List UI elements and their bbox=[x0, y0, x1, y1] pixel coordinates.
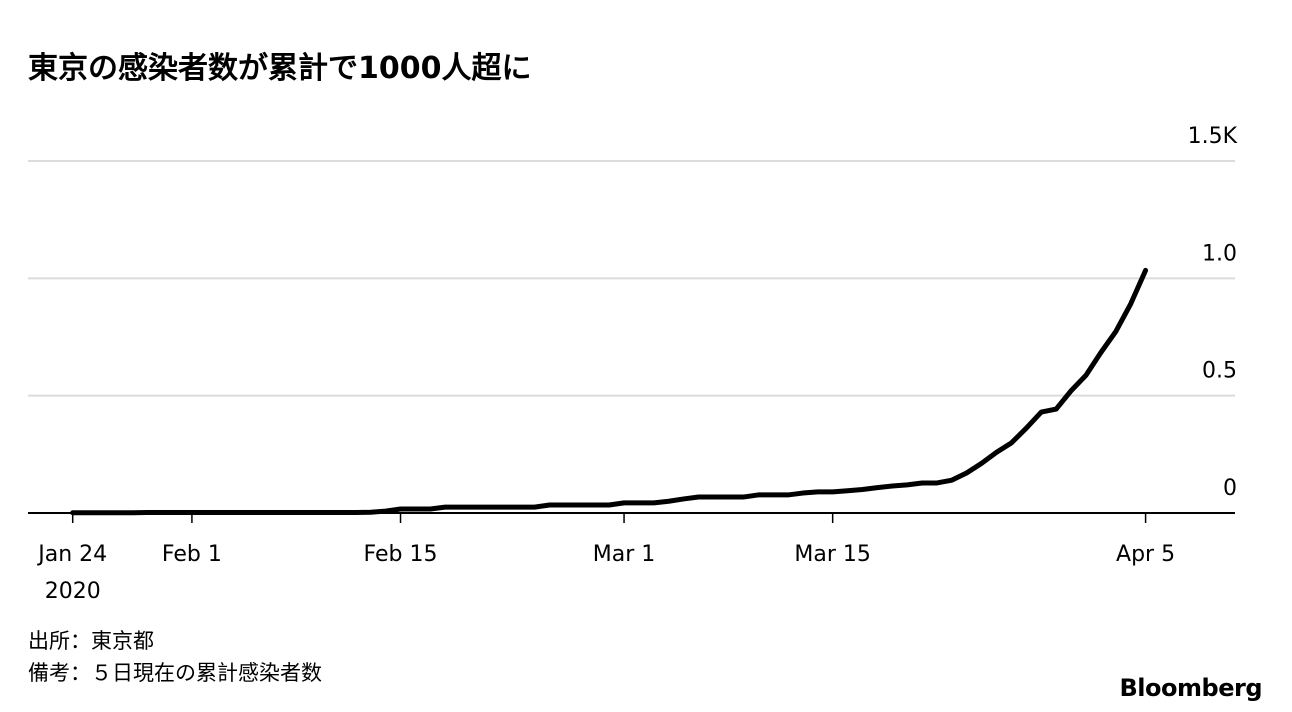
y-tick-label: 0.5 bbox=[1202, 359, 1237, 384]
y-tick-label: 1.5K bbox=[1188, 124, 1238, 149]
x-tick-label: Mar 15 bbox=[794, 542, 871, 567]
y-tick-label: 1.0 bbox=[1202, 241, 1237, 266]
x-tick-label: Feb 1 bbox=[162, 542, 222, 567]
x-year-label: 2020 bbox=[45, 579, 101, 604]
brand: Bloomberg bbox=[1120, 674, 1262, 702]
x-tick-label: Feb 15 bbox=[364, 542, 438, 567]
chart-title: 東京の感染者数が累計で1000人超に bbox=[28, 51, 532, 86]
line bbox=[70, 267, 1149, 516]
source: 出所：東京都 bbox=[28, 629, 154, 653]
x-tick-label: Jan 24 bbox=[36, 542, 107, 567]
x-tick-label: Mar 1 bbox=[593, 542, 656, 567]
x-tick-label: Apr 5 bbox=[1116, 542, 1175, 567]
y-tick-label: 0 bbox=[1223, 476, 1237, 501]
note: 備考：５日現在の累計感染者数 bbox=[28, 661, 322, 685]
